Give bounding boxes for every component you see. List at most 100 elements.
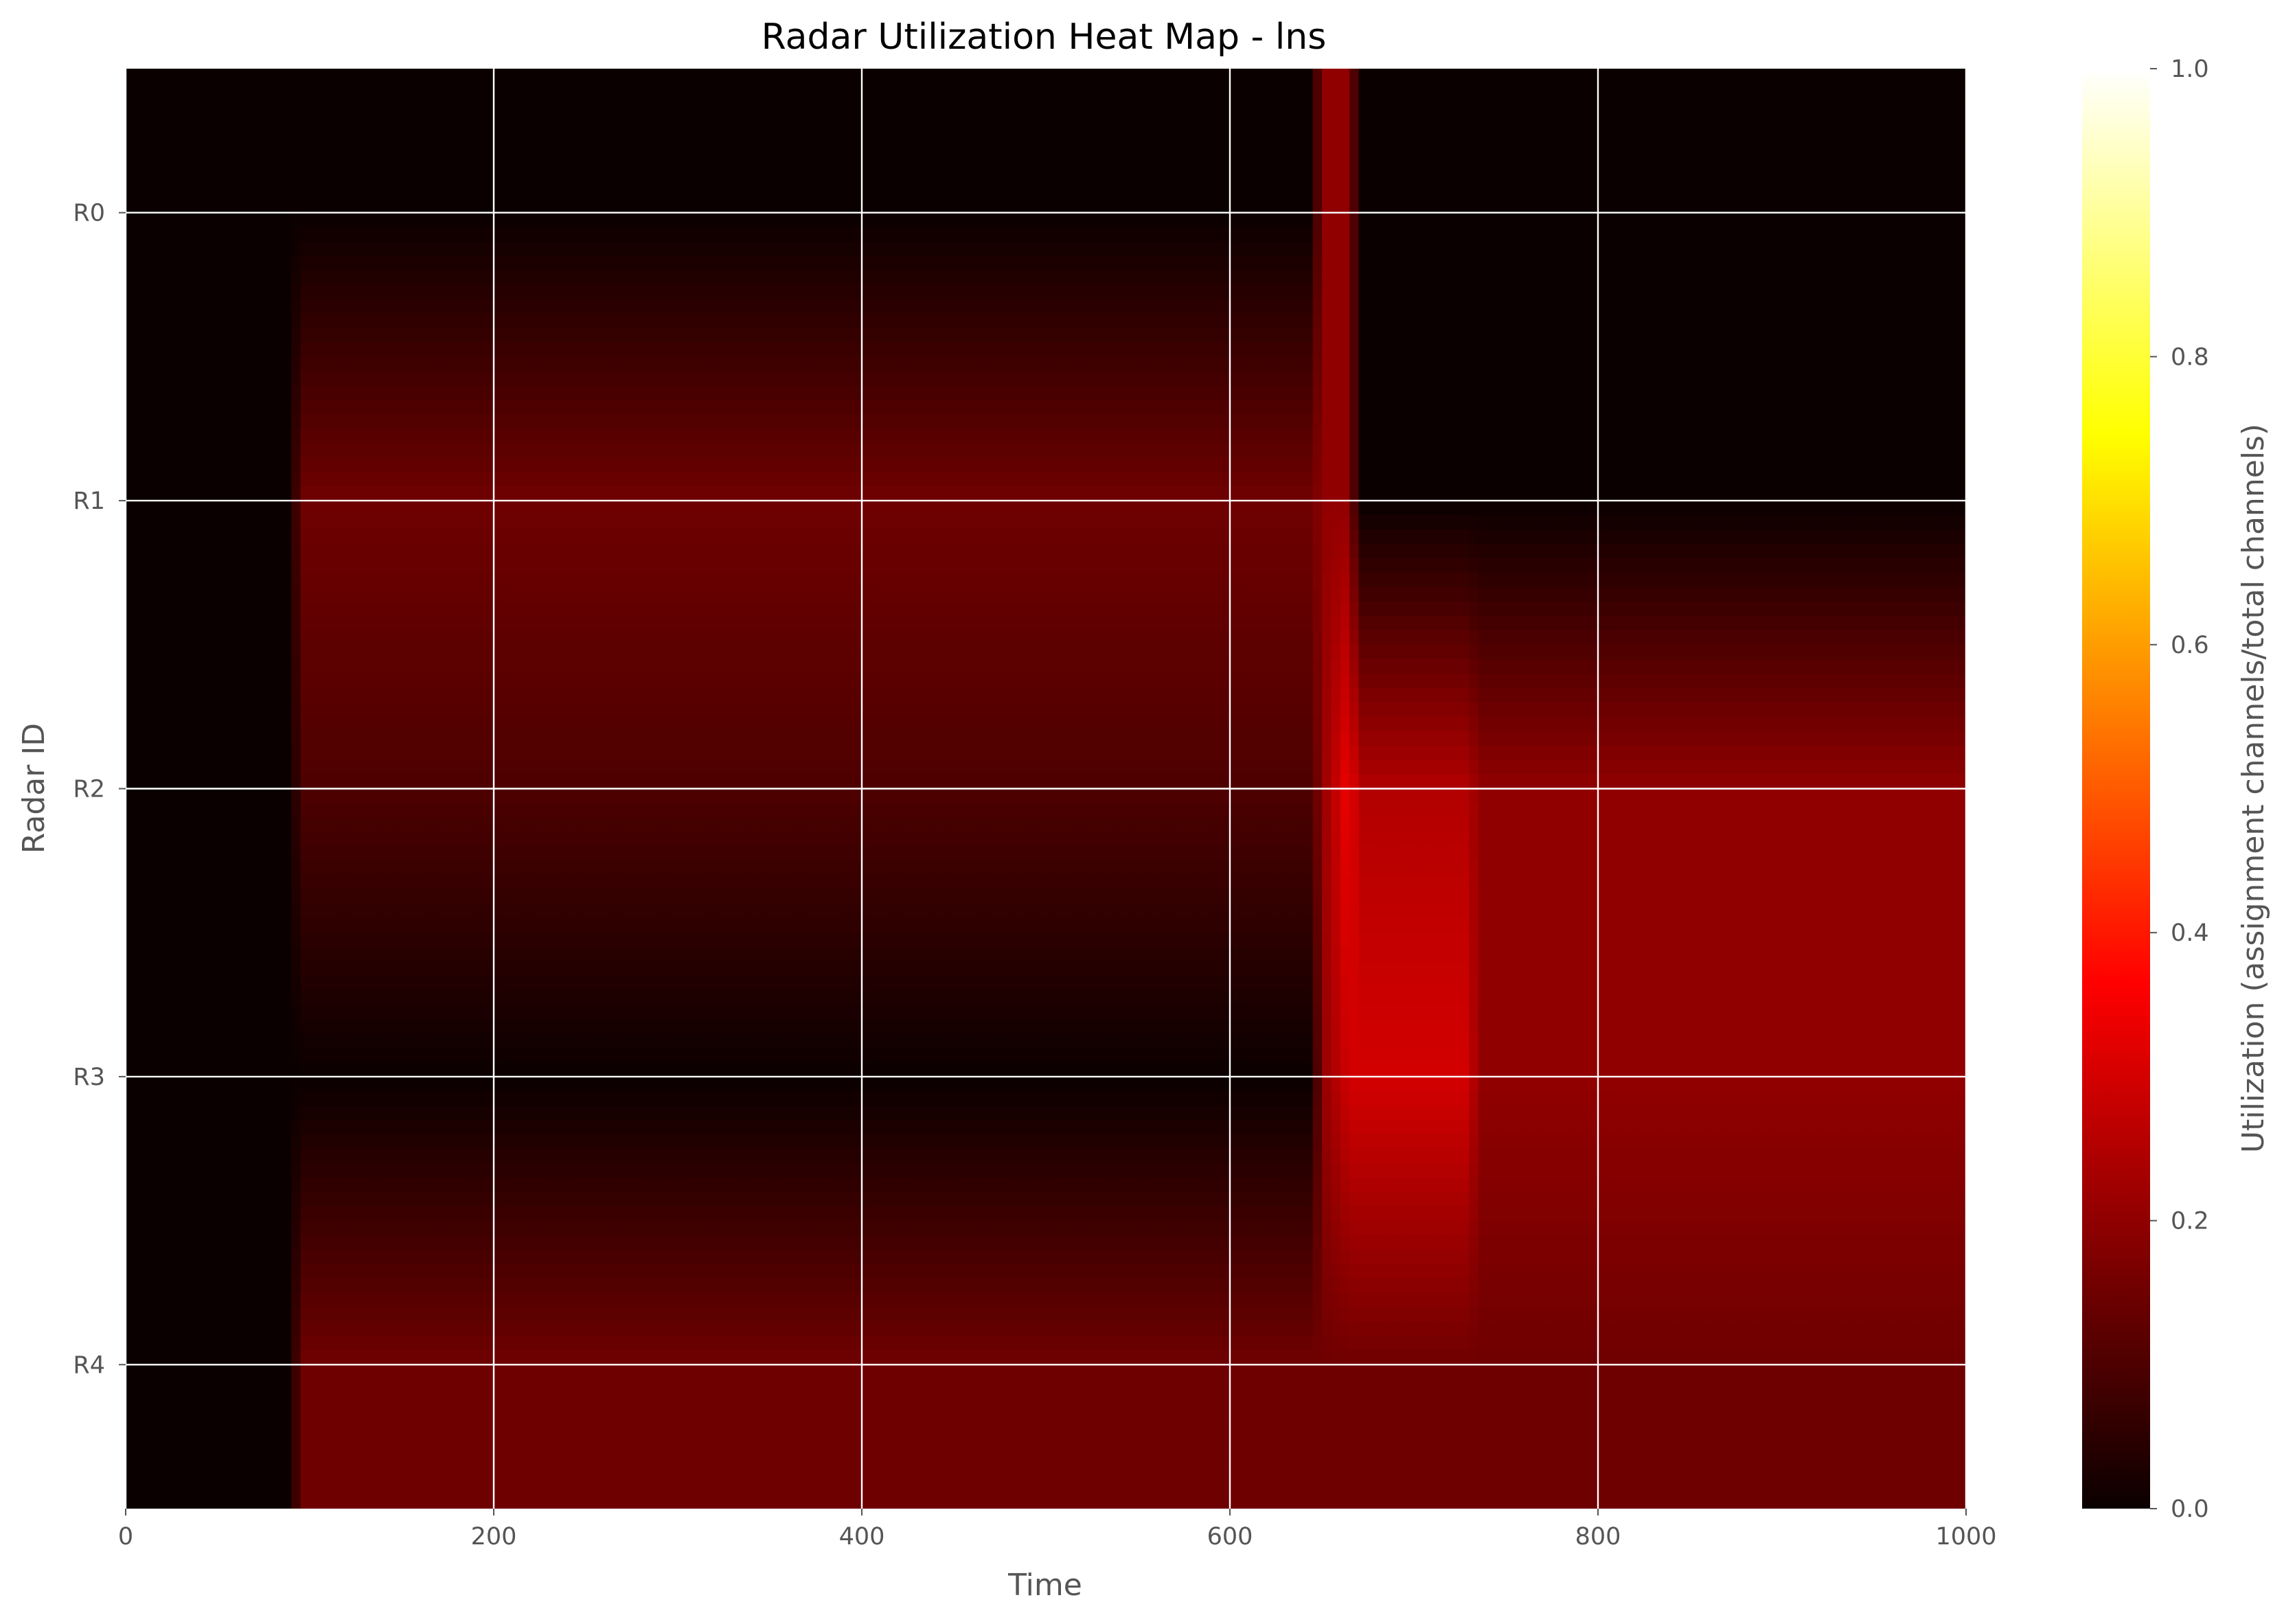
heatmap-cell — [945, 69, 955, 84]
heatmap-cell — [761, 414, 770, 429]
heatmap-cell — [494, 328, 503, 343]
heatmap-cell — [954, 98, 963, 113]
heatmap-cell — [291, 242, 301, 257]
heatmap-cell — [1423, 141, 1432, 156]
heatmap-cell — [1699, 155, 1709, 170]
heatmap-cell — [1165, 414, 1175, 429]
heatmap-cell — [1064, 184, 1074, 199]
heatmap-cell — [411, 356, 420, 371]
heatmap-cell — [1598, 400, 1608, 415]
heatmap-cell — [1101, 313, 1110, 328]
heatmap-cell — [1625, 328, 1635, 343]
heatmap-cell — [1414, 342, 1424, 357]
heatmap-cell — [715, 198, 724, 214]
heatmap-cell — [1957, 141, 1967, 156]
heatmap-cell — [696, 126, 706, 141]
heatmap-cell — [512, 112, 522, 127]
heatmap-cell — [586, 313, 595, 328]
heatmap-cell — [1248, 98, 1258, 113]
heatmap-cell — [1451, 242, 1461, 257]
heatmap-cell — [1911, 256, 1921, 271]
heatmap-cell — [1625, 356, 1635, 371]
heatmap-cell — [181, 271, 190, 286]
heatmap-cell — [1524, 98, 1534, 113]
heatmap-cell — [797, 313, 807, 328]
heatmap-cell — [1515, 69, 1524, 84]
heatmap-cell — [1893, 385, 1902, 400]
heatmap-cell — [797, 198, 807, 214]
heatmap-cell — [1809, 285, 1819, 300]
heatmap-cell — [1377, 141, 1386, 156]
heatmap-cell — [595, 155, 604, 170]
heatmap-cell — [1359, 83, 1369, 98]
heatmap-cell — [1248, 313, 1258, 328]
heatmap-cell — [1368, 328, 1378, 343]
heatmap-cell — [227, 184, 236, 199]
heatmap-cell — [172, 227, 181, 242]
heatmap-cell — [1911, 184, 1921, 199]
heatmap-cell — [1579, 400, 1589, 415]
heatmap-cell — [291, 328, 301, 343]
heatmap-cell — [209, 342, 218, 357]
heatmap-cell — [1773, 141, 1783, 156]
heatmap-cell — [521, 227, 531, 242]
heatmap-cell — [1018, 170, 1028, 185]
heatmap-cell — [1046, 198, 1055, 214]
heatmap-cell — [485, 227, 494, 242]
heatmap-cell — [862, 328, 871, 343]
heatmap-cell — [558, 170, 568, 185]
heatmap-cell — [1027, 83, 1037, 98]
heatmap-cell — [1515, 112, 1524, 127]
heatmap-cell — [843, 256, 853, 271]
heatmap-cell — [1469, 328, 1478, 343]
heatmap-cell — [1828, 242, 1838, 257]
heatmap-cell — [871, 414, 880, 429]
heatmap-cell — [1239, 83, 1248, 98]
heatmap-cell — [659, 256, 669, 271]
heatmap-cell — [954, 414, 963, 429]
heatmap-cell — [1763, 313, 1773, 328]
heatmap-cell — [1709, 141, 1718, 156]
heatmap-cell — [301, 271, 310, 286]
heatmap-cell — [144, 170, 154, 185]
heatmap-cell — [1432, 141, 1442, 156]
heatmap-cell — [1625, 141, 1635, 156]
heatmap-cell — [1607, 371, 1617, 386]
heatmap-cell — [1635, 285, 1645, 300]
heatmap-cell — [485, 242, 494, 257]
heatmap-cell — [1552, 414, 1562, 429]
heatmap-cell — [1313, 227, 1323, 242]
heatmap-cell — [328, 299, 338, 314]
heatmap-cell — [623, 98, 632, 113]
heatmap-cell — [613, 141, 623, 156]
heatmap-cell — [503, 400, 512, 415]
heatmap-cell — [1671, 98, 1681, 113]
heatmap-cell — [604, 313, 614, 328]
heatmap-cell — [1745, 213, 1755, 228]
heatmap-cell — [227, 356, 236, 371]
heatmap-cell — [761, 285, 770, 300]
heatmap-cell — [273, 299, 282, 314]
heatmap-cell — [1386, 371, 1396, 386]
heatmap-cell — [1635, 141, 1645, 156]
heatmap-cell — [1478, 371, 1488, 386]
heatmap-cell — [577, 328, 586, 343]
heatmap-cell — [1073, 256, 1083, 271]
heatmap-cell — [1911, 342, 1921, 357]
heatmap-cell — [935, 271, 945, 286]
heatmap-cell — [1497, 242, 1507, 257]
heatmap-cell — [623, 198, 632, 214]
heatmap-cell — [1709, 155, 1718, 170]
heatmap-cell — [512, 342, 522, 357]
heatmap-cell — [1377, 83, 1386, 98]
heatmap-cell — [659, 371, 669, 386]
heatmap-cell — [245, 313, 255, 328]
heatmap-cell — [613, 170, 623, 185]
heatmap-cell — [843, 285, 853, 300]
heatmap-cell — [163, 356, 172, 371]
heatmap-cell — [751, 213, 761, 228]
heatmap-cell — [1883, 271, 1893, 286]
heatmap-cell — [1911, 112, 1921, 127]
heatmap-cell — [301, 227, 310, 242]
heatmap-cell — [1653, 385, 1663, 400]
